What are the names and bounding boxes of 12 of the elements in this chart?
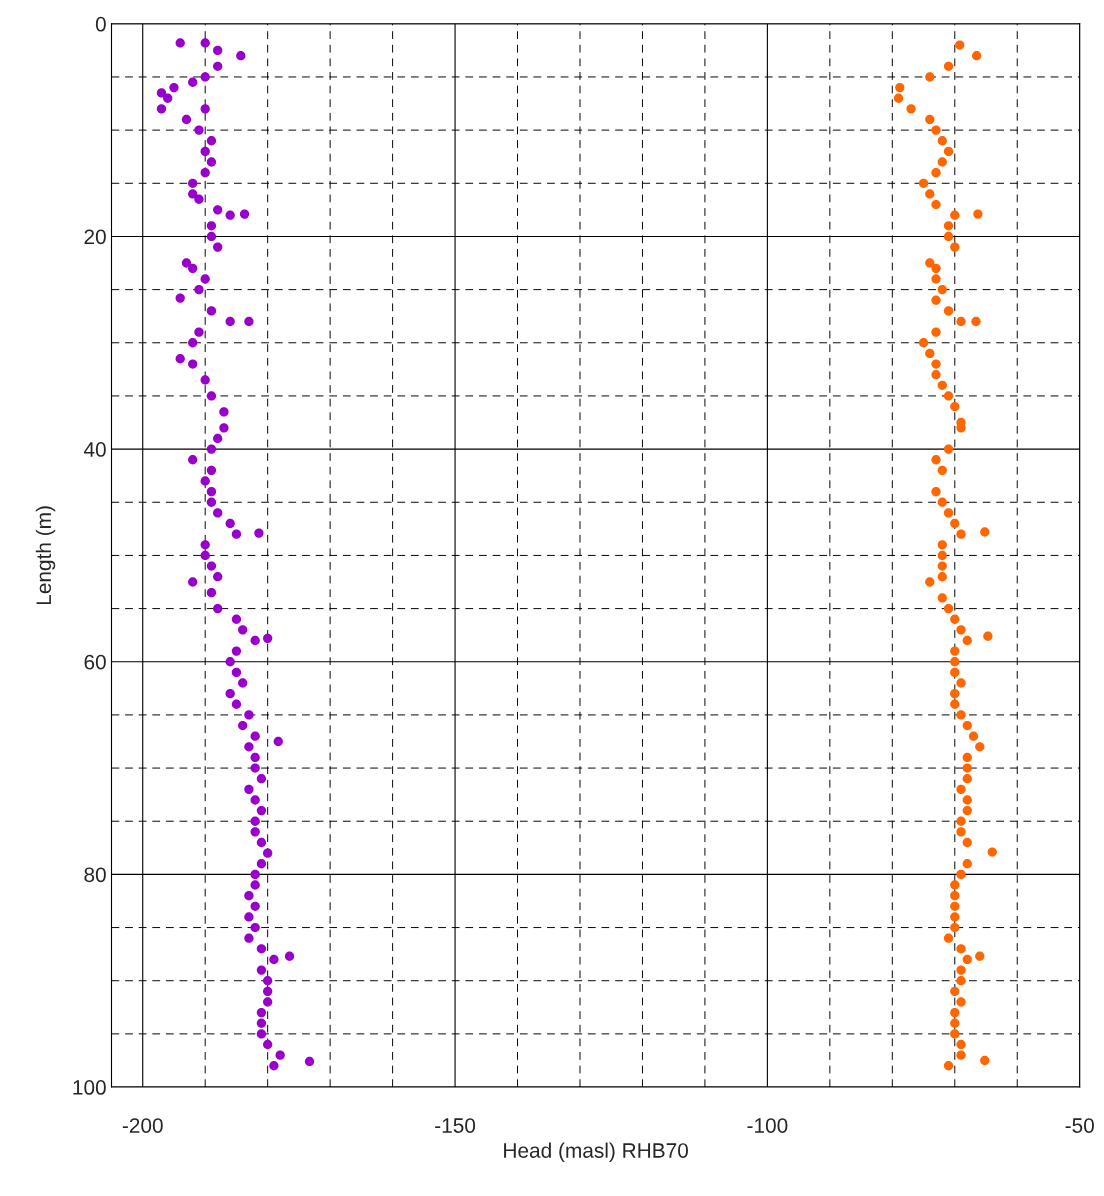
y-tick-label: 60 <box>84 654 106 670</box>
y-tick-label: 100 <box>73 1080 106 1095</box>
y-axis-title: Length (m) <box>35 506 56 605</box>
x-tick-label: -150 <box>435 1118 476 1133</box>
y-tick-label: 80 <box>84 867 106 883</box>
y-tick-label: 40 <box>83 442 106 457</box>
y-tick-label: 20 <box>84 229 106 245</box>
x-tick-label: -50 <box>1065 1118 1094 1133</box>
x-tick-label: -100 <box>747 1118 788 1133</box>
x-tick-label: -200 <box>122 1118 163 1133</box>
y-tick-label: 0 <box>95 16 106 32</box>
x-axis-title: Head (masl) RHB70 <box>504 1142 688 1162</box>
